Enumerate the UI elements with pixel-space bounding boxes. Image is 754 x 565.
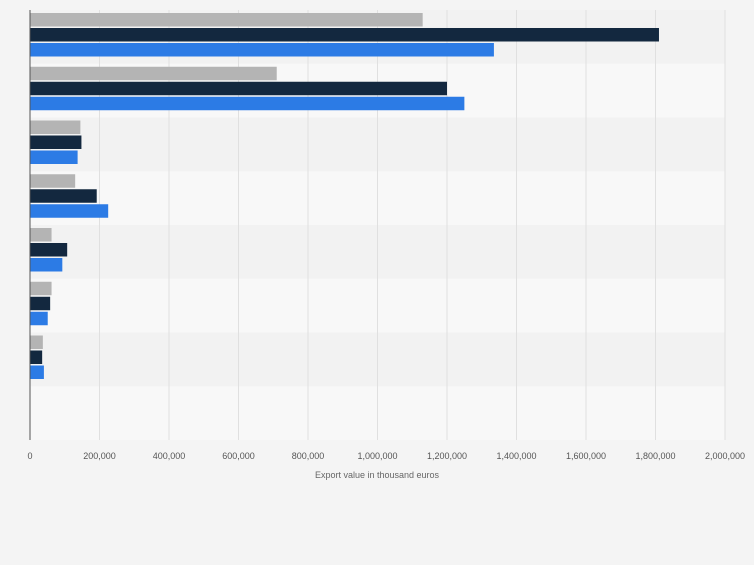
x-tick-label: 1,800,000 (635, 451, 675, 461)
bar-series-2-cat-3 (30, 135, 82, 149)
bar-series-1-cat-5 (30, 228, 52, 242)
x-tick-label: 0 (27, 451, 32, 461)
x-tick-label: 1,200,000 (427, 451, 467, 461)
x-tick-label: 400,000 (153, 451, 186, 461)
bar-series-1-cat-2 (30, 66, 277, 81)
bar-series-1-cat-6 (30, 281, 52, 296)
gridlines (99, 10, 726, 440)
x-tick-label: 800,000 (292, 451, 325, 461)
bar-series-3-cat-4 (30, 204, 109, 218)
bar-series-3-cat-3 (30, 150, 78, 164)
bar-series-3-cat-6 (30, 311, 48, 326)
x-tick-label: 200,000 (83, 451, 116, 461)
x-tick-label: 2,000,000 (705, 451, 745, 461)
x-tick-label: 1,600,000 (566, 451, 606, 461)
bar-series-3-cat-2 (30, 96, 465, 111)
bar-series-3-cat-1 (30, 43, 494, 57)
bar-series-2-cat-1 (30, 28, 659, 42)
x-tick-label: 600,000 (222, 451, 255, 461)
bar-series-1-cat-1 (30, 13, 423, 27)
x-axis-label: Export value in thousand euros (315, 470, 440, 480)
bars (30, 13, 659, 379)
bar-series-3-cat-7 (30, 365, 44, 379)
bar-series-1-cat-4 (30, 174, 76, 188)
bar-series-2-cat-5 (30, 243, 68, 257)
bar-series-2-cat-6 (30, 296, 51, 311)
bar-series-2-cat-2 (30, 81, 447, 96)
bar-series-1-cat-3 (30, 120, 81, 134)
bar-series-2-cat-4 (30, 189, 97, 203)
x-tick-label: 1,400,000 (496, 451, 536, 461)
bar-series-2-cat-7 (30, 350, 43, 364)
bar-series-3-cat-5 (30, 258, 63, 272)
x-tick-label: 1,000,000 (357, 451, 397, 461)
x-axis: 0 200,000 400,000 600,000 800,000 1,000,000 1,… (27, 10, 745, 461)
bar-series-1-cat-7 (30, 335, 43, 349)
